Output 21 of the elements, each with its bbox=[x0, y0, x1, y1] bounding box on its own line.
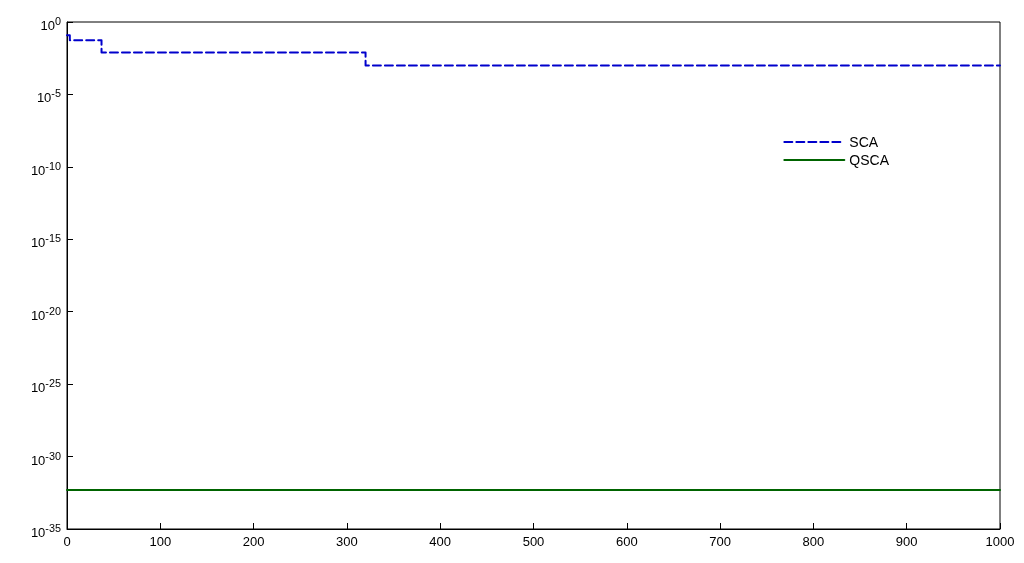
y-tick-label: 10$^{-15}$ bbox=[30, 231, 61, 252]
y-tick-label: 10$^{-5}$ bbox=[36, 86, 61, 107]
x-tick-label: 1000 bbox=[985, 534, 1015, 549]
x-tick-label: 600 bbox=[615, 534, 638, 549]
y-tick-label: 10$^{-35}$ bbox=[30, 521, 61, 542]
x-tick-label: 0 bbox=[63, 534, 71, 549]
y-tick-label: 10$^{-30}$ bbox=[30, 448, 61, 469]
x-tick-label: 800 bbox=[802, 534, 825, 549]
x-tick-label: 400 bbox=[429, 534, 452, 549]
x-tick-label: 700 bbox=[709, 534, 731, 549]
legend-label: QSCA bbox=[849, 152, 890, 168]
y-tick-label: 10$^{-10}$ bbox=[30, 158, 61, 180]
x-tick-label: 900 bbox=[895, 534, 918, 549]
y-tick-label: 10$^{-25}$ bbox=[30, 376, 61, 397]
x-tick-label: 200 bbox=[242, 534, 265, 549]
legend-label: SCA bbox=[849, 134, 879, 150]
y-tick-label: 10$^{-20}$ bbox=[30, 303, 61, 325]
x-tick-label: 100 bbox=[149, 534, 172, 549]
x-tick-label: 300 bbox=[336, 534, 358, 549]
x-tick-label: 500 bbox=[522, 534, 545, 549]
y-tick-label: 10$^{0}$ bbox=[40, 14, 61, 35]
